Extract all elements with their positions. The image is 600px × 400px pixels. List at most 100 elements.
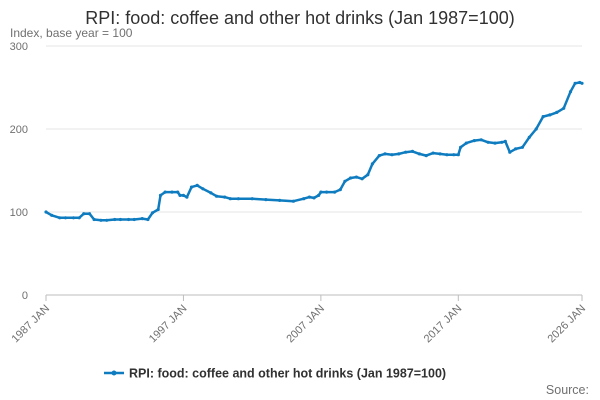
gridlines xyxy=(46,45,582,296)
y-tick-label: 300 xyxy=(10,41,28,53)
data-point xyxy=(445,153,449,157)
x-tick-label: 2017 JAN xyxy=(422,303,465,346)
data-point xyxy=(325,190,329,194)
data-point xyxy=(118,217,122,222)
data-point xyxy=(63,216,68,220)
data-point xyxy=(520,145,525,149)
data-point xyxy=(99,218,103,222)
series-layer xyxy=(44,80,584,222)
chart-subtitle: Index, base year = 100 xyxy=(10,26,133,40)
data-point xyxy=(236,197,240,201)
data-point xyxy=(493,141,497,145)
data-point xyxy=(126,217,131,222)
data-point xyxy=(456,153,460,157)
data-point xyxy=(181,193,185,197)
data-point xyxy=(156,207,160,212)
data-point xyxy=(50,213,54,217)
data-point xyxy=(58,216,62,220)
data-point xyxy=(343,179,347,183)
data-point xyxy=(479,138,483,142)
data-point xyxy=(264,198,268,202)
y-axis-ticks: 0 100 200 300 xyxy=(10,41,28,302)
series-line xyxy=(45,81,583,222)
x-tick-label: 1987 JAN xyxy=(9,303,52,346)
data-point xyxy=(71,216,76,220)
data-point xyxy=(87,212,92,216)
y-tick-label: 200 xyxy=(10,124,28,136)
data-point xyxy=(503,139,507,143)
data-point xyxy=(228,197,232,201)
data-point xyxy=(568,90,573,94)
data-point xyxy=(534,127,538,131)
y-tick-label: 0 xyxy=(22,290,28,302)
data-point xyxy=(195,183,199,187)
data-point xyxy=(77,216,81,220)
data-point xyxy=(215,194,219,198)
data-point xyxy=(438,152,442,156)
x-tick-label: 2026 JAN xyxy=(545,303,588,346)
data-point xyxy=(158,193,163,197)
data-point xyxy=(209,191,213,195)
data-point xyxy=(354,175,358,179)
data-point xyxy=(338,188,342,192)
data-point xyxy=(431,151,435,155)
data-point xyxy=(580,81,584,85)
data-point xyxy=(459,145,463,149)
data-point xyxy=(333,190,337,194)
data-point xyxy=(163,190,167,194)
data-point xyxy=(201,187,205,191)
data-point xyxy=(508,150,512,154)
data-point xyxy=(383,152,387,156)
data-point xyxy=(223,195,227,199)
data-point xyxy=(390,153,394,157)
data-point xyxy=(113,217,117,222)
data-point xyxy=(410,149,415,153)
legend-swatch-marker xyxy=(111,370,117,376)
source-label: Source: xyxy=(546,383,589,397)
data-point xyxy=(514,147,518,151)
data-point xyxy=(404,150,408,154)
data-point xyxy=(105,218,109,222)
data-point xyxy=(92,217,96,222)
data-point xyxy=(317,193,321,197)
data-point xyxy=(44,210,48,214)
data-point xyxy=(150,211,155,215)
data-point xyxy=(176,190,180,194)
data-point xyxy=(140,217,144,221)
data-point xyxy=(278,198,282,202)
x-tick-label: 1997 JAN xyxy=(147,303,190,346)
data-point xyxy=(366,173,370,177)
data-point xyxy=(562,106,566,110)
data-point xyxy=(250,197,254,201)
data-point xyxy=(573,81,577,85)
data-point xyxy=(307,195,311,199)
legend[interactable]: RPI: food: coffee and other hot drinks (… xyxy=(104,367,446,381)
legend-label: RPI: food: coffee and other hot drinks (… xyxy=(129,367,446,381)
data-point xyxy=(319,190,323,194)
data-point xyxy=(377,154,381,158)
data-point xyxy=(472,139,476,143)
data-point xyxy=(500,140,504,144)
data-point xyxy=(170,190,174,194)
data-point xyxy=(302,197,306,201)
data-point xyxy=(360,177,364,181)
chart-title: RPI: food: coffee and other hot drinks (… xyxy=(85,8,514,28)
data-point xyxy=(527,135,531,139)
data-point xyxy=(548,113,552,117)
data-point xyxy=(486,140,490,144)
data-point xyxy=(349,176,353,180)
data-point xyxy=(291,199,295,203)
data-point xyxy=(424,154,428,158)
data-point xyxy=(452,153,456,157)
data-point xyxy=(555,110,559,114)
data-point xyxy=(397,152,401,156)
data-point xyxy=(146,217,150,222)
data-point xyxy=(178,193,182,197)
data-point xyxy=(185,195,189,199)
data-point xyxy=(82,212,86,216)
data-point xyxy=(541,115,545,119)
data-point xyxy=(417,152,421,156)
x-axis-ticks: 1987 JAN 1997 JAN 2007 JAN 2017 JAN 2026 JAN xyxy=(9,295,588,345)
